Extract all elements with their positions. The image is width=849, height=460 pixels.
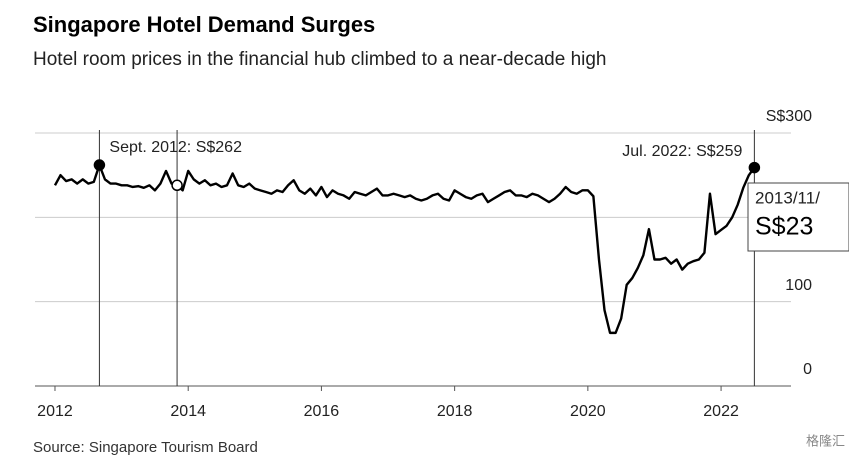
x-tick-label: 2012	[37, 403, 73, 420]
x-tick-label: 2016	[304, 403, 340, 420]
annotation: Sept. 2012: S$262	[109, 139, 242, 156]
plot-area: 0100200S$300201220142016201820202022Sept…	[35, 108, 849, 420]
y-tick-label: 100	[785, 277, 812, 294]
watermark: 格隆汇	[806, 433, 845, 448]
tooltip-date: 2013/11/	[755, 188, 820, 207]
tooltip-box	[747, 182, 849, 252]
chart-title: Singapore Hotel Demand Surges	[33, 12, 375, 37]
highlight-point	[171, 179, 183, 192]
x-tick-label: 2018	[437, 403, 473, 420]
chart-subtitle: Hotel room prices in the financial hub c…	[33, 49, 607, 70]
highlight-point	[93, 159, 106, 171]
y-tick-label: 0	[803, 361, 812, 378]
x-tick-label: 2022	[703, 403, 739, 420]
source: Source: Singapore Tourism Board	[33, 439, 258, 456]
annotation: Jul. 2022: S$259	[622, 143, 742, 160]
x-tick-label: 2014	[170, 403, 206, 420]
y-tick-label: S$300	[766, 108, 812, 125]
line-series	[53, 163, 756, 335]
x-tick-label: 2020	[570, 403, 606, 420]
tooltip-value: S$23	[755, 213, 813, 241]
highlight-point	[748, 161, 761, 174]
